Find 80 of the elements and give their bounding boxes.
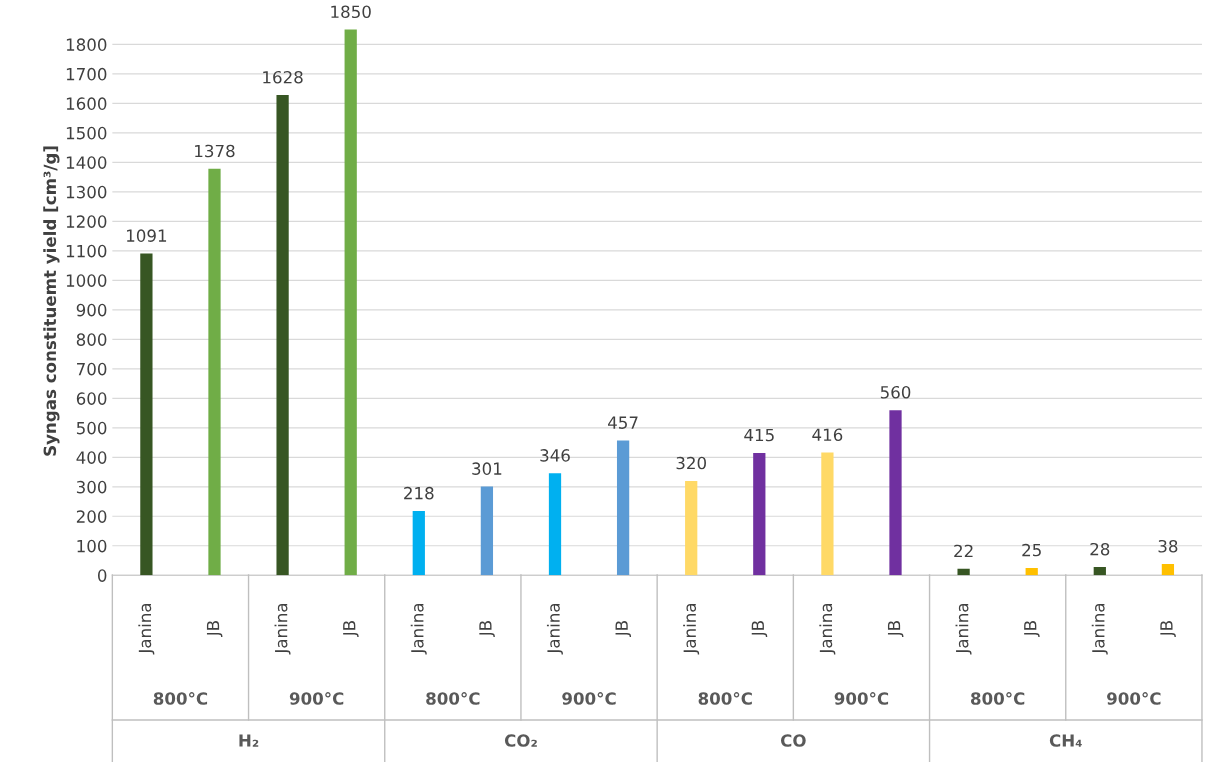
bar xyxy=(208,168,221,576)
text: 800°C xyxy=(971,692,1025,705)
data-label: 1378 xyxy=(195,144,235,158)
bar xyxy=(412,511,425,576)
bar xyxy=(1025,567,1038,576)
y-tick-label: 0 xyxy=(97,569,107,582)
bar xyxy=(276,95,289,576)
y-tick-label: 100 xyxy=(77,539,107,553)
y-tick-label: 900 xyxy=(76,303,107,317)
x-tick-label: JB xyxy=(479,621,495,638)
bar xyxy=(685,480,698,576)
data-label: 22 xyxy=(954,544,973,558)
x-tick-label: JB xyxy=(1160,621,1176,638)
y-tick-label: 1200 xyxy=(66,215,107,228)
x-tick-label: Janina xyxy=(410,603,427,655)
x-tick-label: Janina xyxy=(1091,603,1108,655)
data-label: 1091 xyxy=(127,229,167,242)
bar xyxy=(616,440,630,576)
y-tick-label: 1800 xyxy=(66,38,107,51)
x-tick-label: Janina xyxy=(546,603,563,655)
x-tick-label: JB xyxy=(206,621,223,638)
x-tick-label: Janina xyxy=(138,603,155,655)
y-tick-label: 1300 xyxy=(66,185,107,199)
y-axis-title: Syngas constituemt yield [cm³/g] xyxy=(43,146,60,456)
bar xyxy=(957,568,970,576)
y-tick-label: 1500 xyxy=(66,126,107,140)
x-tick-label: JB xyxy=(751,621,768,638)
data-label: 416 xyxy=(812,428,843,442)
y-tick-label: 800 xyxy=(76,333,107,346)
data-label: 1850 xyxy=(331,5,371,19)
bar xyxy=(889,410,902,576)
data-label: 1628 xyxy=(263,70,303,84)
text: CO xyxy=(780,734,806,747)
x-tick-label: Janina xyxy=(274,603,291,655)
y-tick-label: 300 xyxy=(76,480,107,494)
x-tick-label: JB xyxy=(343,621,359,638)
text: 800°C xyxy=(153,692,208,705)
bar xyxy=(1093,567,1106,576)
bar xyxy=(1161,564,1175,576)
bar xyxy=(480,486,494,576)
bar xyxy=(140,253,153,576)
text: 800°C xyxy=(426,692,480,705)
y-tick-label: 1700 xyxy=(66,67,107,81)
y-tick-label: 1600 xyxy=(66,97,107,110)
text: 900°C xyxy=(289,692,344,705)
x-tick-label: JB xyxy=(1024,621,1040,638)
y-tick-label: 600 xyxy=(76,392,107,405)
data-label: 28 xyxy=(1090,542,1110,556)
y-tick-label: 1000 xyxy=(66,274,107,287)
data-label: 301 xyxy=(472,462,502,475)
data-label: 415 xyxy=(744,428,774,442)
data-label: 457 xyxy=(608,416,638,429)
y-tick-label: 1400 xyxy=(66,156,107,169)
data-label: 346 xyxy=(540,449,570,462)
y-tick-label: 700 xyxy=(77,362,107,376)
y-tick-label: 200 xyxy=(76,510,107,523)
data-label: 218 xyxy=(404,486,434,500)
x-tick-label: Janina xyxy=(955,603,972,655)
y-tick-label: 1100 xyxy=(66,244,107,258)
text: 900°C xyxy=(1107,692,1161,705)
text: 900°C xyxy=(562,692,616,705)
x-tick-label: Janina xyxy=(683,603,700,655)
x-tick-label: JB xyxy=(615,621,632,638)
bar xyxy=(548,473,562,576)
text: H₂ xyxy=(239,734,259,747)
text: 800°C xyxy=(698,692,752,705)
bar xyxy=(753,452,766,576)
x-tick-label: JB xyxy=(887,621,904,638)
bar xyxy=(344,29,357,576)
text: CO₂ xyxy=(504,734,537,747)
data-label: 38 xyxy=(1158,539,1178,553)
text: 900°C xyxy=(834,692,889,705)
bar xyxy=(821,452,834,576)
data-label: 320 xyxy=(676,456,706,470)
data-label: 560 xyxy=(880,385,911,399)
data-label: 25 xyxy=(1022,543,1041,557)
x-tick-label: Janina xyxy=(819,603,836,655)
y-tick-label: 500 xyxy=(76,421,107,435)
text: CH₄ xyxy=(1049,734,1082,747)
y-tick-label: 400 xyxy=(76,451,107,464)
